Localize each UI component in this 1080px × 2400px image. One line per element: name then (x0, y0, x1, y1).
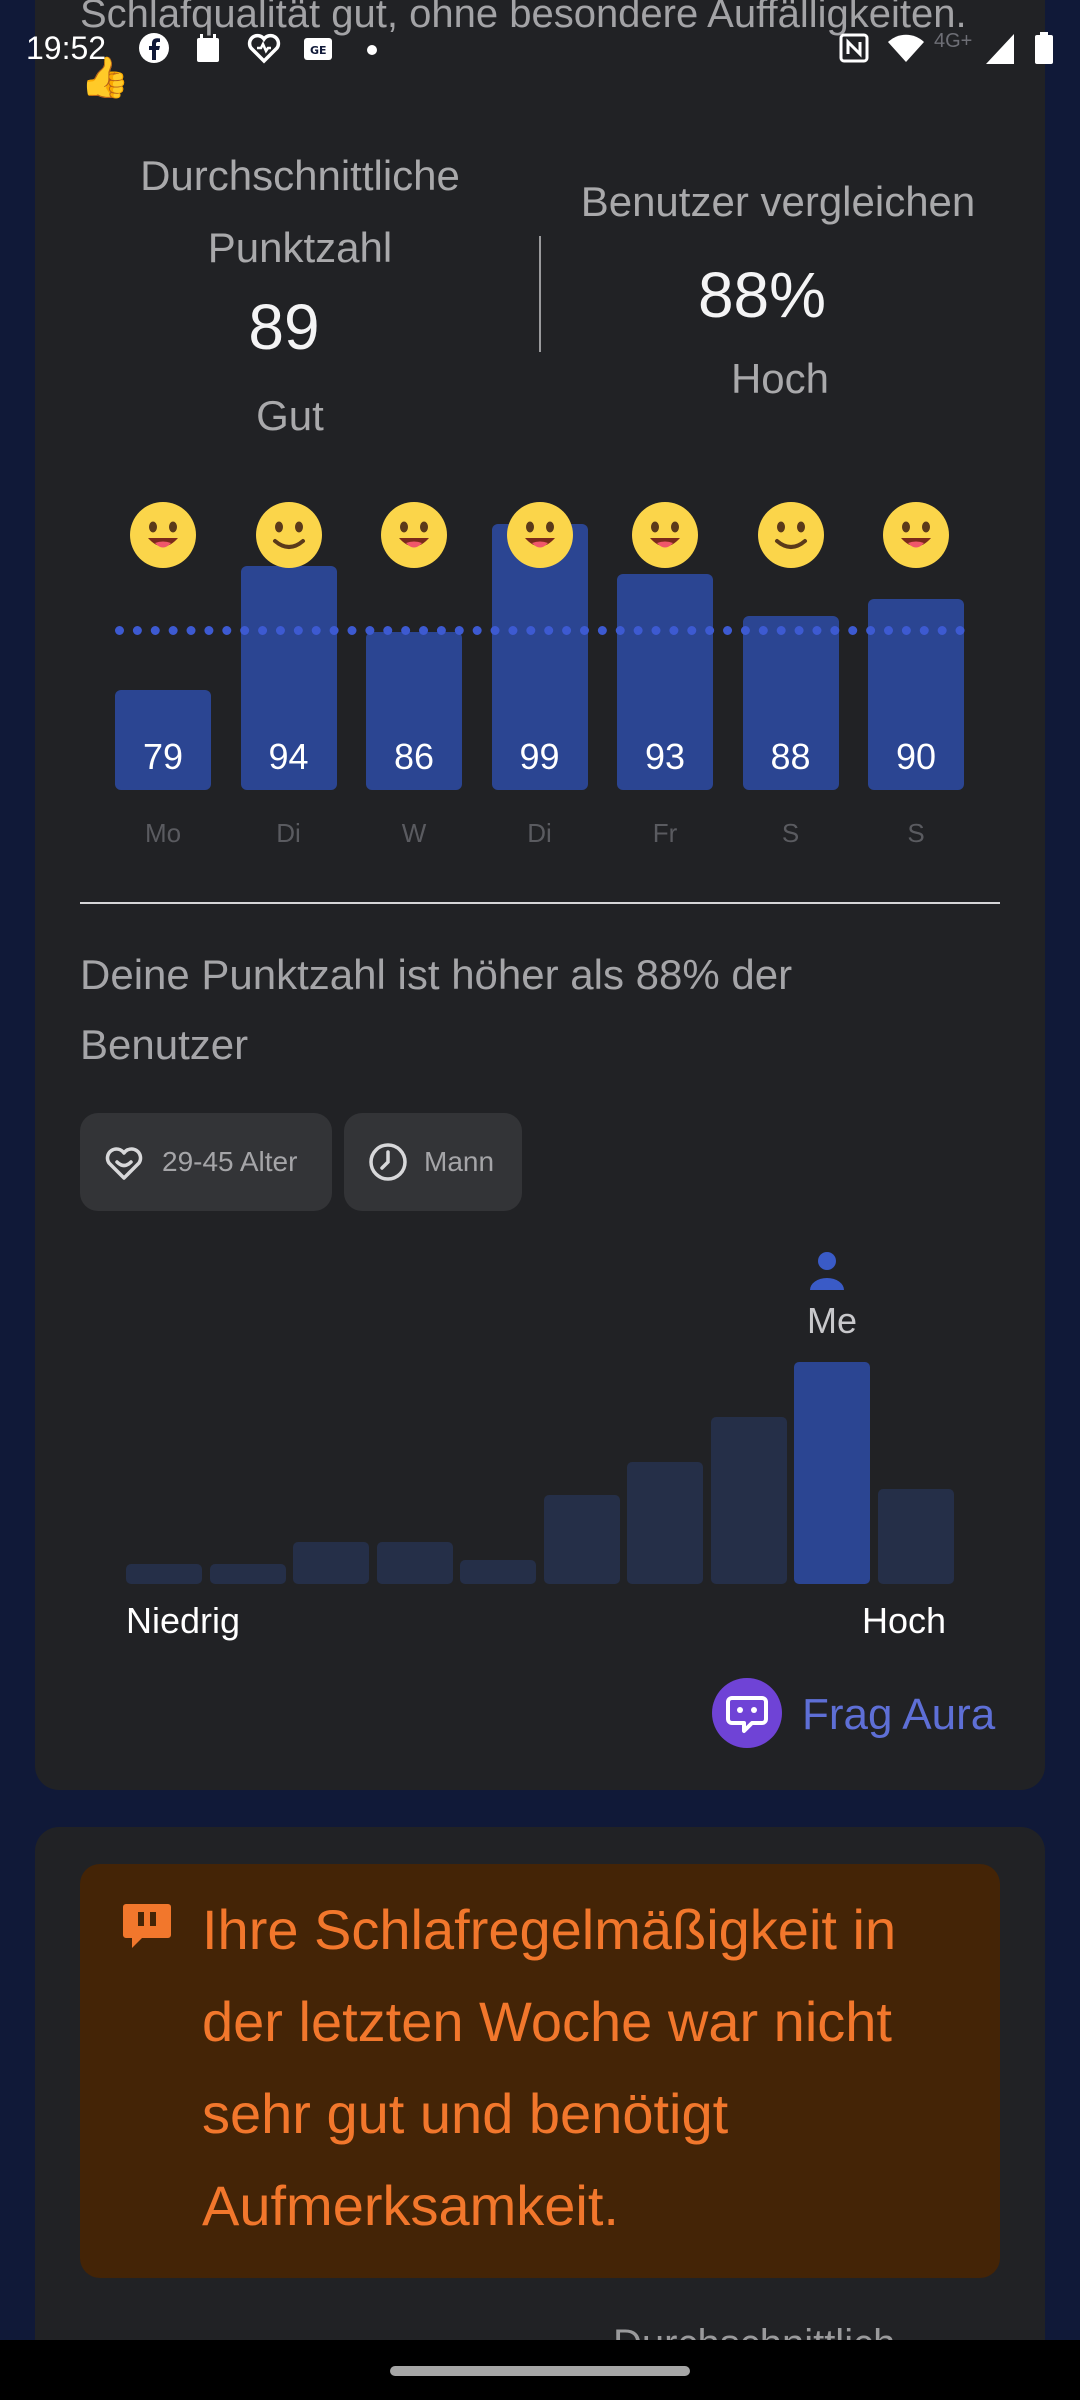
my-distribution-bar (794, 1362, 870, 1584)
sleep-quality-summary: Schlafqualität gut, ohne besondere Auffä… (80, 0, 967, 100)
dot-icon (364, 30, 380, 66)
score-bar[interactable] (115, 690, 211, 790)
section-divider (80, 902, 1000, 904)
score-bar[interactable] (742, 615, 839, 790)
compare-users-rating: Hoch (730, 355, 830, 402)
gender-filter-label: Mann (424, 1146, 495, 1177)
score-bar-value: 86 (393, 736, 435, 777)
signal-icon (982, 30, 1018, 66)
score-bar-value: 99 (519, 736, 560, 777)
average-score-value: 89 (248, 291, 320, 363)
distribution-bar (293, 1542, 369, 1584)
mood-emoji-icon (506, 501, 574, 569)
day-label: Fr (652, 818, 678, 848)
health-icon (246, 30, 282, 66)
score-bar[interactable] (491, 524, 588, 790)
age-filter-chip[interactable]: 29-45 Alter (80, 1113, 332, 1211)
score-bar-value: 94 (268, 736, 309, 777)
calendar-icon (190, 30, 226, 66)
user-icon (807, 1250, 847, 1290)
day-label: W (401, 818, 427, 848)
low-label: Niedrig (126, 1600, 241, 1641)
mood-emoji-icon (129, 501, 197, 569)
distribution-bar (460, 1560, 536, 1584)
mood-emoji-icon (255, 501, 323, 569)
regularity-alert-text: Ihre Schlafregelmäßigkeit in der letzten… (202, 1898, 897, 2237)
distribution-bar (543, 1495, 620, 1584)
distribution-bar (126, 1564, 202, 1584)
news-icon: GE (300, 30, 336, 66)
score-bar[interactable] (240, 565, 337, 790)
nfc-icon (836, 30, 872, 66)
clock-icon (366, 1140, 410, 1184)
score-bar[interactable] (366, 632, 462, 790)
heart-smile-icon (102, 1140, 146, 1184)
gender-filter-chip[interactable]: Mann (344, 1113, 522, 1211)
average-score-rating: Gut (256, 392, 324, 439)
distribution-bar (209, 1564, 286, 1584)
ask-aura-label: Frag Aura (802, 1690, 996, 1739)
alert-message-icon (122, 1902, 172, 1950)
score-bar-value: 88 (770, 736, 811, 777)
day-label: Di (527, 818, 552, 848)
distribution-bar (627, 1462, 703, 1584)
score-bar[interactable] (617, 574, 713, 790)
status-bar: 19:52 GE 4G+ (0, 0, 1080, 100)
chat-bot-icon (712, 1676, 782, 1756)
distribution-bar (877, 1489, 954, 1584)
score-bar-value: 90 (895, 736, 937, 777)
distribution-bar (710, 1417, 787, 1584)
high-label: Hoch (862, 1600, 947, 1641)
status-time: 19:52 (26, 30, 107, 66)
age-filter-label: 29-45 Alter (162, 1146, 298, 1177)
compare-users-value: 88% (697, 259, 827, 331)
mood-emoji-icon (882, 501, 950, 569)
score-bar-value: 79 (142, 736, 184, 777)
battery-icon (1032, 30, 1056, 66)
home-gesture-handle[interactable] (390, 2366, 690, 2376)
regularity-alert: Ihre Schlafregelmäßigkeit in der letzten… (80, 1864, 1000, 2278)
facebook-icon (136, 30, 172, 66)
compare-users-label: Benutzer vergleichen (580, 178, 976, 225)
day-label: Di (276, 818, 301, 848)
mood-emoji-icon (757, 501, 825, 569)
average-reference-line (115, 626, 965, 635)
day-label: Mo (144, 818, 182, 848)
network-type: 4G+ (934, 30, 973, 52)
score-bar-value: 93 (644, 736, 686, 777)
day-label: S (781, 818, 800, 848)
summary-divider (539, 236, 541, 352)
comparison-text: Deine Punktzahl ist höher als 88% der Be… (80, 951, 793, 1068)
wifi-icon (886, 30, 926, 66)
day-label: S (907, 818, 925, 848)
distribution-bar (376, 1542, 453, 1584)
me-label: Me (806, 1300, 857, 1341)
average-score-label: Durchschnittliche Punktzahl (140, 152, 460, 271)
ask-aura-button[interactable]: Frag Aura (712, 1676, 1012, 1756)
svg-text:GE: GE (310, 44, 327, 57)
mood-emoji-icon (380, 501, 448, 569)
mood-emoji-icon (631, 501, 699, 569)
